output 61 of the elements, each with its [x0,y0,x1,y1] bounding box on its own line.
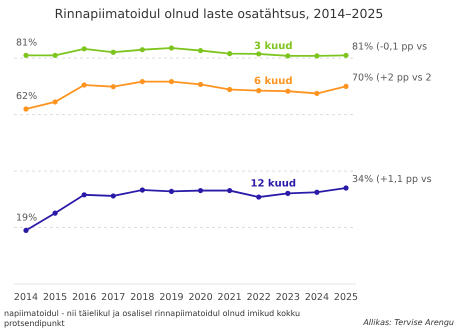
point [52,210,58,216]
series-label: 12 kuud [250,178,296,190]
data-label: 70% (+2 pp vs 2 [352,72,432,84]
point [285,88,290,94]
x-tick-label: 2018 [130,292,154,303]
point [52,99,58,105]
point [82,46,87,52]
data-label: 19% [16,212,38,224]
data-label: 81% (-0,1 pp vs [352,41,428,52]
text: napiimatoidul - nii täielikul ja osalisel rinnapiimatoidul olnud imikud kokku [4,309,300,318]
x-tick-label: 2023 [276,292,300,303]
point [82,82,87,88]
point [140,47,145,52]
x-tick-label: 2020 [188,292,213,303]
x-tick-label: 2021 [218,292,242,303]
point [198,188,204,194]
point [168,45,174,51]
point [110,193,116,199]
point [314,90,320,96]
point [256,194,262,200]
text: protsendipunkt [4,319,65,328]
x-tick-label: 2014 [14,292,38,303]
point [82,192,87,198]
point [256,88,262,94]
point [343,84,349,89]
point [343,185,349,191]
point [168,78,174,84]
point [314,53,320,59]
point [256,51,262,57]
x-tick-label: 2015 [42,292,68,303]
x-tick-label: 2022 [246,292,271,303]
point [140,78,145,84]
x-tick-label: 2025 [334,292,358,303]
point [110,84,116,90]
point [314,190,320,195]
x-tick-label: 2017 [101,292,126,303]
point [23,52,29,58]
x-tick-label: 2019 [159,292,184,303]
point [52,52,58,58]
point [227,86,232,92]
point [227,188,232,194]
x-tick-label: 2024 [304,292,330,303]
data-label: 62% [16,90,38,102]
point [285,53,290,59]
point [23,228,29,233]
series-label: 6 kuud [254,76,293,88]
point [110,50,116,55]
point [198,48,204,54]
chart-title: Rinnapiimatoidul olnud laste osatähtsus, 2014–2025 [54,6,384,21]
point [227,51,232,56]
data-label: 34% (+1,1 pp vs [352,174,432,186]
point [168,188,174,194]
series-label: 3 kuud [254,40,293,52]
point [140,187,145,193]
point [343,52,349,58]
text: Allikas: Tervise Arengu [362,318,454,327]
point [285,190,290,196]
x-tick-label: 2016 [72,292,96,303]
point [23,106,29,112]
point [198,82,204,88]
data-label: 81% [16,37,38,48]
